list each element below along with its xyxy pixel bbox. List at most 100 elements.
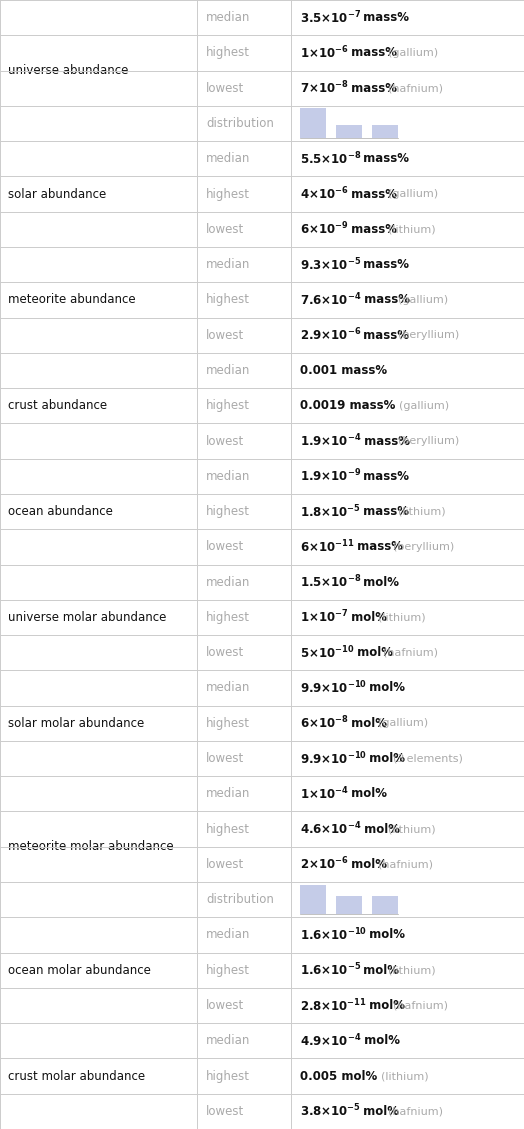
Text: mol%: mol% [347,717,387,729]
Text: (beryllium): (beryllium) [393,542,454,552]
Text: lowest: lowest [206,999,244,1012]
Text: (gallium): (gallium) [378,718,429,728]
Bar [300,884,326,914]
Text: median: median [206,11,250,24]
Text: $\mathbf{3.5{\times}10^{-7}}$: $\mathbf{3.5{\times}10^{-7}}$ [300,9,361,26]
Text: mass%: mass% [359,259,409,271]
Text: 0.001 mass%: 0.001 mass% [300,364,387,377]
Text: $\mathbf{2{\times}10^{-6}}$: $\mathbf{2{\times}10^{-6}}$ [300,856,349,873]
Text: (hafnium): (hafnium) [383,648,438,658]
Text: lowest: lowest [206,435,244,447]
Text: meteorite molar abundance: meteorite molar abundance [8,840,173,854]
Text: mass%: mass% [353,541,402,553]
Text: lowest: lowest [206,858,244,870]
Text: lowest: lowest [206,81,244,95]
Text: (gallium): (gallium) [399,401,449,411]
Text: highest: highest [206,611,250,624]
Text: lowest: lowest [206,752,244,765]
Text: solar abundance: solar abundance [8,187,106,201]
Text: (lithium): (lithium) [398,507,445,517]
Text: mass%: mass% [359,470,409,483]
Text: mol%: mol% [347,858,387,870]
Text: mass%: mass% [359,11,409,24]
Text: highest: highest [206,46,250,60]
Text: mass%: mass% [359,329,409,342]
Text: (hafnium): (hafnium) [392,1000,447,1010]
Text: mass%: mass% [359,152,409,165]
Text: $\mathbf{1{\times}10^{-4}}$: $\mathbf{1{\times}10^{-4}}$ [300,786,349,802]
Text: $\mathbf{6{\times}10^{-9}}$: $\mathbf{6{\times}10^{-9}}$ [300,221,349,237]
Text: (gallium): (gallium) [388,47,439,58]
Text: $\mathbf{5.5{\times}10^{-8}}$: $\mathbf{5.5{\times}10^{-8}}$ [300,150,362,167]
Text: mol%: mol% [365,928,405,942]
Text: mol%: mol% [347,787,387,800]
Bar [372,125,398,138]
Text: (lithium): (lithium) [388,965,436,975]
Text: highest: highest [206,294,250,306]
Text: 0.005 mol%: 0.005 mol% [300,1069,377,1083]
Text: ocean molar abundance: ocean molar abundance [8,964,151,977]
Text: $\mathbf{1{\times}10^{-7}}$: $\mathbf{1{\times}10^{-7}}$ [300,610,348,625]
Text: $\mathbf{1.5{\times}10^{-8}}$: $\mathbf{1.5{\times}10^{-8}}$ [300,574,362,590]
Text: median: median [206,259,250,271]
Text: mass%: mass% [347,222,397,236]
Text: mass%: mass% [347,46,397,60]
Text: distribution: distribution [206,893,274,907]
Text: $\mathbf{1.6{\times}10^{-5}}$: $\mathbf{1.6{\times}10^{-5}}$ [300,962,362,979]
Text: median: median [206,152,250,165]
Text: median: median [206,576,250,588]
Text: (lithium): (lithium) [388,225,436,235]
Text: median: median [206,470,250,483]
Text: lowest: lowest [206,1105,244,1118]
Text: highest: highest [206,964,250,977]
Text: $\mathbf{2.8{\times}10^{-11}}$: $\mathbf{2.8{\times}10^{-11}}$ [300,997,367,1014]
Text: $\mathbf{7{\times}10^{-8}}$: $\mathbf{7{\times}10^{-8}}$ [300,80,349,96]
Text: mass%: mass% [359,435,410,447]
Text: $\mathbf{9.3{\times}10^{-5}}$: $\mathbf{9.3{\times}10^{-5}}$ [300,256,362,273]
Text: lowest: lowest [206,329,244,342]
Text: mol%: mol% [359,576,399,588]
Text: lowest: lowest [206,646,244,659]
Text: median: median [206,682,250,694]
Text: mass%: mass% [347,187,397,201]
Text: median: median [206,928,250,942]
Text: highest: highest [206,823,250,835]
Text: highest: highest [206,187,250,201]
Text: mass%: mass% [359,505,409,518]
Text: (lithium): (lithium) [380,1071,428,1082]
Text: mol%: mol% [365,999,405,1012]
Text: mass%: mass% [359,294,410,306]
Text: $\mathbf{1.8{\times}10^{-5}}$: $\mathbf{1.8{\times}10^{-5}}$ [300,504,361,519]
Text: mol%: mol% [353,646,392,659]
Text: (gallium): (gallium) [388,189,439,199]
Text: $\mathbf{9.9{\times}10^{-10}}$: $\mathbf{9.9{\times}10^{-10}}$ [300,680,367,697]
Bar [336,896,362,914]
Text: mol%: mol% [365,752,405,765]
Text: ocean abundance: ocean abundance [8,505,113,518]
Text: mol%: mol% [359,1105,399,1118]
Bar [372,896,398,914]
Text: (beryllium): (beryllium) [398,436,460,446]
Text: highest: highest [206,717,250,729]
Text: universe abundance: universe abundance [8,64,128,77]
Text: highest: highest [206,505,250,518]
Text: (hafnium): (hafnium) [388,84,443,94]
Text: lowest: lowest [206,222,244,236]
Text: (gallium): (gallium) [398,295,449,305]
Text: $\mathbf{1.9{\times}10^{-4}}$: $\mathbf{1.9{\times}10^{-4}}$ [300,432,362,449]
Text: highest: highest [206,1069,250,1083]
Text: (beryllium): (beryllium) [398,330,460,340]
Text: $\mathbf{1{\times}10^{-6}}$: $\mathbf{1{\times}10^{-6}}$ [300,45,349,61]
Text: $\mathbf{6{\times}10^{-11}}$: $\mathbf{6{\times}10^{-11}}$ [300,539,355,555]
Text: mass%: mass% [347,81,397,95]
Text: lowest: lowest [206,541,244,553]
Text: $\mathbf{9.9{\times}10^{-10}}$: $\mathbf{9.9{\times}10^{-10}}$ [300,751,367,767]
Bar [300,108,326,138]
Text: $\mathbf{4.6{\times}10^{-4}}$: $\mathbf{4.6{\times}10^{-4}}$ [300,821,362,838]
Text: $\mathbf{6{\times}10^{-8}}$: $\mathbf{6{\times}10^{-8}}$ [300,715,349,732]
Text: mol%: mol% [359,964,399,977]
Text: (lithium): (lithium) [378,612,426,622]
Text: $\mathbf{4.9{\times}10^{-4}}$: $\mathbf{4.9{\times}10^{-4}}$ [300,1033,362,1049]
Text: $\mathbf{3.8{\times}10^{-5}}$: $\mathbf{3.8{\times}10^{-5}}$ [300,1103,361,1120]
Text: meteorite abundance: meteorite abundance [8,294,136,306]
